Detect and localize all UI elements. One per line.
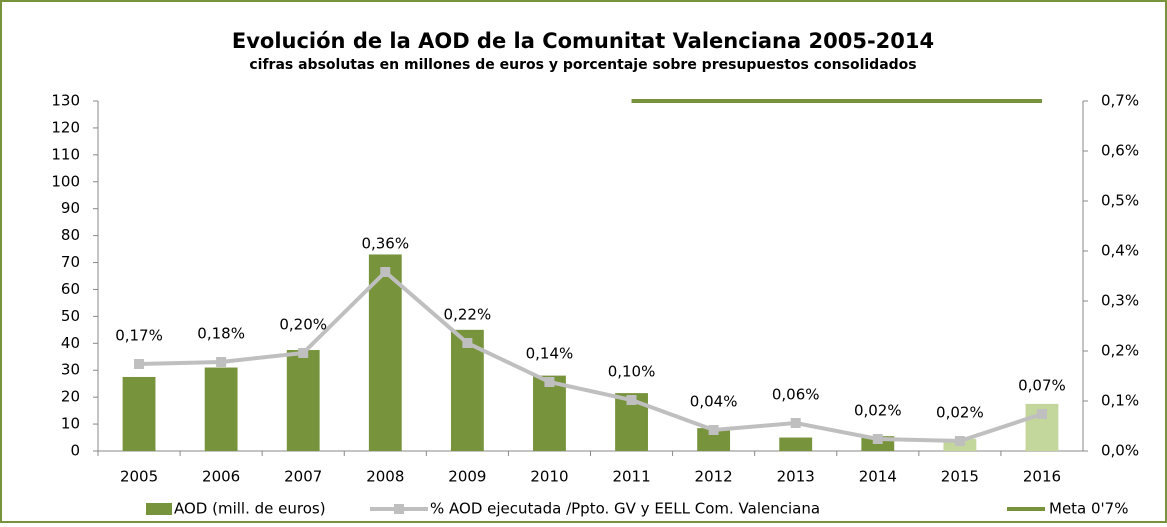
y2-tick-label: 0,4% (1101, 242, 1139, 260)
data-label: 0,07% (1018, 377, 1066, 395)
line-marker (872, 434, 883, 444)
data-label: 0,02% (936, 404, 984, 422)
x-tick-label: 2010 (530, 468, 568, 486)
bar (779, 437, 813, 451)
chart-title: Evolución de la AOD de la Comunitat Vale… (232, 29, 934, 53)
data-label: 0,10% (608, 363, 656, 381)
chart-subtitle: cifras absolutas en millones de euros y … (249, 57, 916, 73)
y2-tick-label: 0,6% (1101, 142, 1139, 160)
legend-label: % AOD ejecutada /Ppto. GV y EELL Com. Va… (430, 500, 820, 518)
y2-tick-label: 0,5% (1101, 192, 1139, 210)
data-label: 0,04% (690, 393, 738, 411)
x-tick-label: 2011 (612, 468, 650, 486)
legend-swatch (394, 504, 404, 514)
data-label: 0,22% (444, 306, 492, 324)
x-tick-label: 2013 (777, 468, 815, 486)
line-marker (380, 267, 391, 277)
y-tick-label: 50 (61, 307, 80, 325)
x-tick-label: 2009 (448, 468, 486, 486)
y-tick-label: 40 (61, 334, 80, 352)
line-marker (298, 348, 309, 358)
line-marker (790, 418, 801, 428)
y2-tick-label: 0,0% (1101, 442, 1139, 460)
data-label: 0,02% (854, 402, 902, 420)
y-tick-label: 70 (61, 253, 80, 271)
legend-label: AOD (mill. de euros) (174, 500, 326, 518)
y-tick-label: 30 (61, 361, 80, 379)
x-tick-label: 2014 (859, 468, 897, 486)
legend-label: Meta 0'7% (1049, 500, 1128, 518)
y-tick-label: 100 (51, 172, 80, 190)
y-tick-label: 120 (51, 118, 80, 136)
y-tick-label: 90 (61, 199, 80, 217)
y2-tick-label: 0,3% (1101, 292, 1139, 310)
line-marker (462, 338, 473, 348)
line-marker (1036, 409, 1047, 419)
x-tick-label: 2012 (695, 468, 733, 486)
bar (697, 428, 731, 451)
data-label: 0,18% (197, 325, 245, 343)
data-label: 0,17% (115, 327, 163, 345)
line-marker (134, 359, 145, 369)
y2-tick-label: 0,7% (1101, 92, 1139, 110)
legend-swatch (146, 503, 172, 515)
y-tick-label: 60 (61, 280, 80, 298)
y2-tick-label: 0,2% (1101, 342, 1139, 360)
data-label: 0,14% (526, 345, 574, 363)
line-marker (954, 436, 965, 446)
y-tick-label: 0 (70, 442, 80, 460)
bar (533, 375, 566, 451)
x-tick-label: 2016 (1023, 468, 1061, 486)
bar (122, 376, 156, 451)
bar (204, 367, 238, 451)
y-tick-label: 20 (61, 388, 80, 406)
x-tick-label: 2015 (941, 468, 979, 486)
data-label: 0,36% (361, 235, 409, 253)
x-tick-label: 2008 (366, 468, 404, 486)
line (138, 269, 1043, 444)
data-label: 0,06% (772, 386, 820, 404)
line-marker (216, 357, 227, 367)
y-tick-label: 110 (51, 145, 80, 163)
bar (286, 350, 320, 451)
line-marker (626, 395, 637, 405)
x-tick-label: 2007 (284, 468, 322, 486)
y-tick-label: 130 (51, 92, 80, 110)
y-tick-label: 80 (61, 226, 80, 244)
line-marker (544, 377, 555, 387)
line-marker (708, 425, 719, 435)
x-tick-label: 2005 (120, 468, 158, 486)
data-label: 0,20% (279, 316, 327, 334)
y2-tick-label: 0,1% (1101, 392, 1139, 410)
y-tick-label: 10 (61, 415, 80, 433)
x-tick-label: 2006 (202, 468, 240, 486)
bar (368, 254, 402, 451)
